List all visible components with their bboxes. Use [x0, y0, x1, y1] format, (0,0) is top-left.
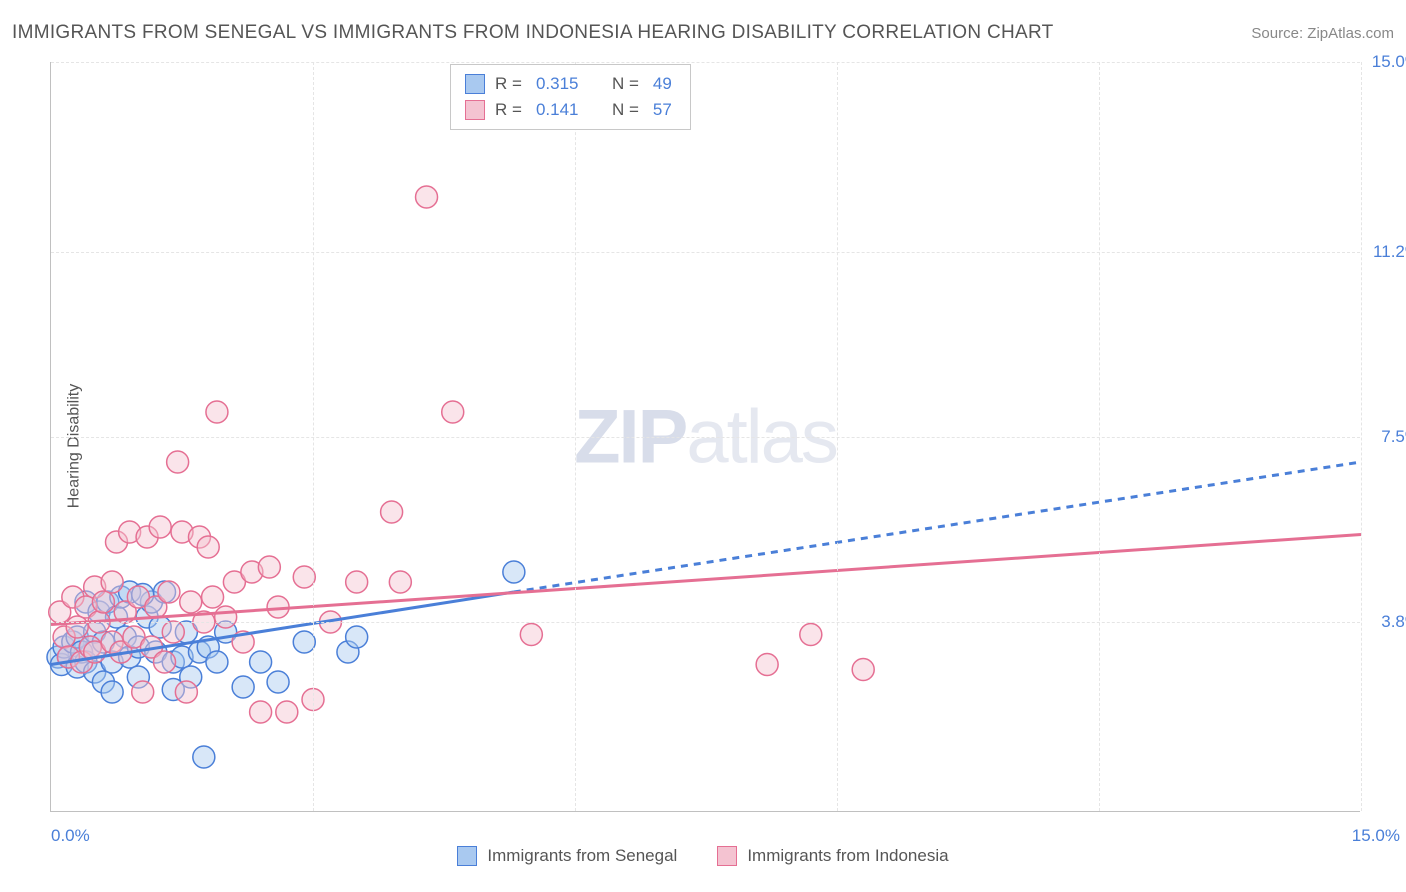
- gridline-y: [51, 62, 1360, 63]
- legend-label: Immigrants from Indonesia: [747, 846, 948, 866]
- r-label: R =: [495, 74, 522, 94]
- scatter-point-senegal: [193, 746, 215, 768]
- scatter-point-indonesia: [381, 501, 403, 523]
- legend-stat-row: R = 0.315 N = 49: [465, 71, 676, 97]
- scatter-point-senegal: [206, 651, 228, 673]
- n-label: N =: [612, 100, 639, 120]
- scatter-point-indonesia: [197, 536, 219, 558]
- scatter-point-indonesia: [167, 451, 189, 473]
- gridline-y: [51, 252, 1360, 253]
- gridline-x: [1361, 62, 1362, 811]
- n-value: 57: [653, 100, 672, 120]
- scatter-point-senegal: [250, 651, 272, 673]
- gridline-y: [51, 437, 1360, 438]
- x-max-label: 15.0%: [1352, 826, 1400, 846]
- gridline-y: [51, 622, 1360, 623]
- scatter-point-indonesia: [756, 654, 778, 676]
- scatter-point-indonesia: [101, 571, 123, 593]
- scatter-point-senegal: [293, 631, 315, 653]
- chart-plot-area: ZIPatlas 3.8%7.5%11.2%15.0%0.0%15.0%: [50, 62, 1360, 812]
- scatter-point-indonesia: [66, 616, 88, 638]
- scatter-point-senegal: [503, 561, 525, 583]
- r-value: 0.315: [536, 74, 579, 94]
- legend-swatch: [717, 846, 737, 866]
- scatter-point-senegal: [267, 671, 289, 693]
- scatter-point-senegal: [101, 681, 123, 703]
- x-min-label: 0.0%: [51, 826, 90, 846]
- scatter-point-indonesia: [416, 186, 438, 208]
- r-label: R =: [495, 100, 522, 120]
- scatter-point-senegal: [232, 676, 254, 698]
- scatter-point-senegal: [346, 626, 368, 648]
- scatter-point-indonesia: [149, 516, 171, 538]
- scatter-point-indonesia: [520, 624, 542, 646]
- legend-swatch: [457, 846, 477, 866]
- y-tick-label: 15.0%: [1372, 52, 1406, 72]
- scatter-point-indonesia: [202, 586, 224, 608]
- scatter-point-indonesia: [293, 566, 315, 588]
- y-tick-label: 11.2%: [1373, 242, 1406, 262]
- gridline-x: [837, 62, 838, 811]
- scatter-point-indonesia: [158, 581, 180, 603]
- source-label: Source:: [1251, 25, 1303, 42]
- legend-label: Immigrants from Senegal: [487, 846, 677, 866]
- legend-stats-box: R = 0.315 N = 49 R = 0.141 N = 57: [450, 64, 691, 130]
- gridline-x: [575, 62, 576, 811]
- scatter-point-indonesia: [250, 701, 272, 723]
- scatter-point-indonesia: [132, 681, 154, 703]
- y-tick-label: 3.8%: [1381, 612, 1406, 632]
- n-value: 49: [653, 74, 672, 94]
- chart-title: IMMIGRANTS FROM SENEGAL VS IMMIGRANTS FR…: [12, 22, 1054, 44]
- r-value: 0.141: [536, 100, 579, 120]
- scatter-point-indonesia: [92, 591, 114, 613]
- legend-stat-row: R = 0.141 N = 57: [465, 97, 676, 123]
- scatter-point-indonesia: [800, 624, 822, 646]
- n-label: N =: [612, 74, 639, 94]
- scatter-point-indonesia: [215, 606, 237, 628]
- y-tick-label: 7.5%: [1381, 427, 1406, 447]
- scatter-point-indonesia: [346, 571, 368, 593]
- trend-line-ext-senegal: [514, 462, 1361, 592]
- scatter-point-indonesia: [175, 681, 197, 703]
- scatter-point-indonesia: [154, 651, 176, 673]
- legend-item: Immigrants from Indonesia: [717, 846, 948, 866]
- legend-swatch: [465, 100, 485, 120]
- scatter-point-indonesia: [180, 591, 202, 613]
- source-link[interactable]: ZipAtlas.com: [1307, 25, 1394, 42]
- scatter-point-indonesia: [206, 401, 228, 423]
- scatter-point-indonesia: [258, 556, 280, 578]
- scatter-point-indonesia: [852, 659, 874, 681]
- legend-series: Immigrants from Senegal Immigrants from I…: [0, 846, 1406, 866]
- legend-item: Immigrants from Senegal: [457, 846, 677, 866]
- gridline-x: [1099, 62, 1100, 811]
- scatter-point-indonesia: [389, 571, 411, 593]
- scatter-point-indonesia: [162, 621, 184, 643]
- gridline-x: [313, 62, 314, 811]
- scatter-point-indonesia: [276, 701, 298, 723]
- source-attribution: Source: ZipAtlas.com: [1251, 25, 1394, 42]
- legend-swatch: [465, 74, 485, 94]
- scatter-point-indonesia: [442, 401, 464, 423]
